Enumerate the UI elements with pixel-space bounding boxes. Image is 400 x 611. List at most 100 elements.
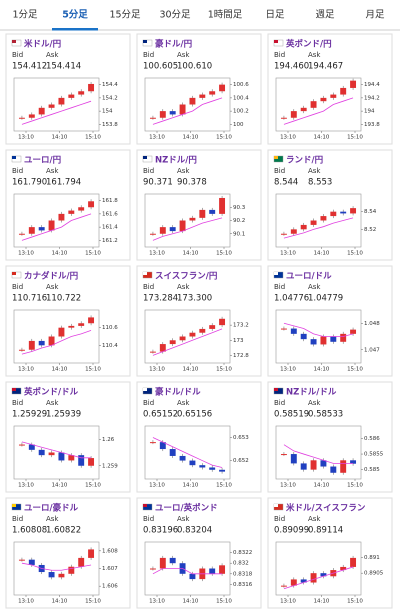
candle <box>149 568 156 570</box>
bid-label: Bid <box>143 515 154 523</box>
candle <box>300 224 307 230</box>
y-tick-label: 100.2 <box>233 109 249 115</box>
pair-name[interactable]: ランド/円 <box>286 156 323 166</box>
ask-label: Ask <box>46 399 59 407</box>
x-tick-label: 14:10 <box>314 599 330 605</box>
chart-frame <box>13 77 100 132</box>
flag-mark <box>274 272 278 275</box>
candle <box>350 460 357 464</box>
x-tick-label: 13:10 <box>18 367 34 373</box>
moving-average <box>283 444 354 464</box>
bid-label: Bid <box>274 515 285 523</box>
candle <box>88 201 95 208</box>
bid-label: Bid <box>12 283 23 291</box>
tab[interactable]: 週足 <box>315 9 335 21</box>
tab[interactable]: 月足 <box>365 10 385 21</box>
moving-average <box>283 97 354 125</box>
active-tab-underline <box>52 28 98 31</box>
y-tick-label: 90.1 <box>233 231 245 237</box>
y-tick-label: 8.54 <box>364 209 377 215</box>
candle <box>179 455 186 461</box>
tab[interactable]: 日足 <box>265 10 285 21</box>
candle <box>68 455 75 461</box>
y-tick-label: 153.8 <box>102 122 118 128</box>
chart-frame <box>144 193 231 248</box>
tab[interactable]: 1分足 <box>12 10 38 21</box>
bid-label: Bid <box>143 399 154 407</box>
pair-name[interactable]: カナダドル/円 <box>24 271 78 282</box>
candle <box>219 565 226 574</box>
pair-name[interactable]: 豪ドル/円 <box>155 39 192 50</box>
x-tick-label: 13:10 <box>149 599 165 605</box>
x-tick-label: 13:10 <box>149 367 165 373</box>
x-tick-label: 13:10 <box>18 599 34 605</box>
moving-average <box>283 566 354 590</box>
x-tick-label: 15:10 <box>85 599 101 605</box>
pair-name[interactable]: 米ドル/円 <box>24 39 61 50</box>
candle <box>310 101 317 108</box>
x-tick-label: 14:10 <box>183 251 199 257</box>
bid-label: Bid <box>274 51 285 59</box>
candle <box>38 449 45 456</box>
ask-label: Ask <box>308 399 321 407</box>
x-tick-label: 14:10 <box>314 251 330 257</box>
pair-name[interactable]: スイスフラン/円 <box>155 272 217 282</box>
pair-name[interactable]: NZドル/ドル <box>286 388 337 398</box>
x-tick-label: 14:10 <box>183 135 199 141</box>
bid-label: Bid <box>12 167 23 175</box>
flag-mark <box>143 504 147 507</box>
ask-label: Ask <box>308 51 321 59</box>
x-tick-label: 14:10 <box>52 599 68 605</box>
ask-value: 0.89114 <box>308 526 343 536</box>
x-tick-label: 15:10 <box>216 135 232 141</box>
tab[interactable]: 1時間足 <box>208 10 243 21</box>
candle <box>18 349 25 351</box>
pair-name[interactable]: 英ポンド/ドル <box>23 387 79 398</box>
candle <box>199 465 206 468</box>
tab[interactable]: 30分足 <box>159 10 191 21</box>
x-tick-label: 15:10 <box>347 367 363 373</box>
y-tick-label: 161.4 <box>102 225 118 231</box>
x-tick-label: 15:10 <box>85 251 101 257</box>
bid-label: Bid <box>274 283 285 291</box>
y-tick-label: 154 <box>102 109 113 115</box>
pair-name[interactable]: ユーロ/ドル <box>286 272 332 282</box>
y-tick-label: 194.4 <box>364 82 380 88</box>
candle <box>310 220 317 225</box>
flag-mark <box>274 388 278 391</box>
candle <box>68 210 75 214</box>
moving-average <box>21 213 92 241</box>
pair-name[interactable]: 米ドル/スイスフラン <box>286 503 366 514</box>
pair-name[interactable]: ユーロ/英ポンド <box>155 503 218 514</box>
moving-average <box>21 100 92 125</box>
pair-name[interactable]: 英ポンド/円 <box>285 39 332 50</box>
y-tick-label: 0.8316 <box>233 582 253 588</box>
ask-value: 0.58533 <box>308 410 343 420</box>
candle <box>199 94 206 98</box>
candle <box>310 573 317 583</box>
x-tick-label: 14:10 <box>52 367 68 373</box>
tab[interactable]: 5分足 <box>62 9 88 21</box>
candle <box>350 329 357 334</box>
candle <box>38 227 45 231</box>
pair-name[interactable]: NZドル/円 <box>155 156 197 166</box>
candle <box>48 572 55 578</box>
pair-name[interactable]: 豪ドル/ドル <box>155 387 201 398</box>
candle <box>149 351 156 353</box>
candle <box>189 217 196 221</box>
pair-name[interactable]: ユーロ/豪ドル <box>24 503 79 514</box>
candle <box>179 220 186 232</box>
candle <box>219 318 226 326</box>
y-tick-label: 1.607 <box>102 566 118 572</box>
pair-name[interactable]: ユーロ/円 <box>24 156 61 166</box>
tab[interactable]: 15分足 <box>109 10 141 21</box>
moving-average <box>152 328 223 356</box>
candle <box>330 94 337 98</box>
chart-frame <box>275 193 362 248</box>
bid-label: Bid <box>143 167 154 175</box>
